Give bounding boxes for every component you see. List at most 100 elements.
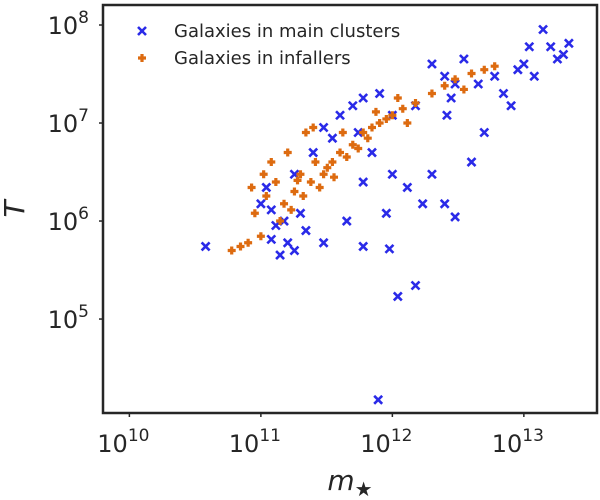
data-point bbox=[440, 81, 449, 90]
data-point bbox=[275, 250, 286, 260]
data-point bbox=[538, 24, 548, 35]
data-point bbox=[467, 69, 476, 78]
data-point bbox=[450, 212, 461, 222]
data-point bbox=[341, 216, 352, 226]
y-tick-label: 107 bbox=[48, 106, 89, 138]
data-point bbox=[374, 88, 385, 99]
legend: Galaxies in main clusters Galaxies in inf… bbox=[137, 21, 400, 69]
data-point bbox=[359, 128, 368, 137]
data-point bbox=[479, 127, 490, 138]
data-point bbox=[393, 93, 402, 102]
data-point bbox=[330, 173, 339, 182]
data-point bbox=[266, 234, 277, 245]
data-point bbox=[417, 198, 428, 209]
data-point bbox=[280, 199, 289, 208]
data-point bbox=[236, 242, 245, 251]
data-point bbox=[392, 291, 403, 302]
data-point bbox=[489, 71, 500, 82]
data-point bbox=[287, 205, 296, 214]
data-point bbox=[290, 187, 299, 196]
data-point bbox=[529, 71, 540, 82]
legend-label: Galaxies in infallers bbox=[174, 48, 351, 69]
data-point bbox=[373, 394, 384, 405]
data-point bbox=[247, 183, 256, 192]
data-point bbox=[427, 59, 437, 69]
legend-marker bbox=[138, 54, 146, 63]
y-tick-labels: 105 106 107 108 bbox=[48, 8, 103, 334]
data-point bbox=[347, 100, 358, 111]
data-point bbox=[446, 93, 457, 103]
y-axis-label: T bbox=[0, 199, 31, 218]
data-point bbox=[466, 157, 477, 167]
y-tick-label: 105 bbox=[48, 302, 89, 334]
data-point bbox=[271, 178, 280, 187]
series-layer bbox=[200, 24, 574, 405]
data-point bbox=[398, 104, 407, 113]
data-point bbox=[262, 192, 271, 201]
data-point bbox=[427, 169, 437, 180]
x-tick-label: 1010 bbox=[97, 426, 149, 458]
data-point bbox=[381, 208, 392, 219]
data-point bbox=[367, 147, 377, 158]
data-point bbox=[328, 158, 337, 167]
data-point bbox=[450, 79, 461, 89]
y-tick-label: 108 bbox=[48, 8, 89, 40]
data-point bbox=[363, 134, 372, 143]
data-point bbox=[319, 170, 328, 179]
data-point bbox=[382, 114, 391, 123]
data-point bbox=[384, 243, 395, 254]
data-point bbox=[439, 71, 450, 82]
data-point bbox=[255, 198, 266, 209]
y-tick-label: 106 bbox=[48, 204, 89, 236]
data-point bbox=[266, 204, 277, 215]
data-point bbox=[267, 158, 276, 167]
data-point bbox=[244, 238, 253, 247]
data-point bbox=[259, 170, 268, 179]
data-point bbox=[403, 119, 412, 128]
data-point bbox=[282, 237, 293, 248]
series-2 bbox=[227, 62, 499, 255]
x-tick-label: 1012 bbox=[360, 426, 412, 458]
data-point bbox=[261, 182, 272, 193]
data-point bbox=[480, 65, 489, 74]
data-point bbox=[327, 133, 338, 144]
data-point bbox=[308, 147, 319, 158]
legend-label: Galaxies in main clusters bbox=[174, 21, 400, 42]
data-point bbox=[342, 153, 351, 162]
data-point bbox=[354, 144, 363, 153]
data-point bbox=[524, 41, 535, 52]
data-point bbox=[458, 54, 469, 64]
data-point bbox=[358, 177, 369, 187]
data-point bbox=[323, 163, 332, 172]
data-point bbox=[296, 170, 305, 179]
data-point bbox=[315, 183, 324, 192]
data-point bbox=[283, 148, 292, 157]
x-axis-label: m★ bbox=[327, 464, 372, 500]
data-point bbox=[402, 182, 413, 193]
data-point bbox=[311, 158, 320, 167]
data-point bbox=[348, 140, 357, 149]
data-point bbox=[250, 209, 259, 218]
data-point bbox=[318, 237, 329, 248]
data-point bbox=[459, 85, 468, 94]
data-point bbox=[410, 280, 421, 291]
data-point bbox=[338, 128, 347, 137]
data-point bbox=[427, 89, 436, 98]
data-point bbox=[545, 41, 556, 52]
data-point bbox=[358, 241, 369, 252]
data-point bbox=[358, 93, 369, 103]
data-point bbox=[490, 62, 499, 71]
data-point bbox=[200, 241, 211, 252]
data-point bbox=[299, 192, 308, 201]
data-point bbox=[301, 128, 310, 137]
data-point bbox=[375, 119, 384, 128]
data-point bbox=[336, 148, 345, 157]
data-point bbox=[293, 176, 302, 185]
x-axis-label-sub: ★ bbox=[355, 477, 373, 500]
data-point bbox=[442, 110, 452, 121]
data-point bbox=[367, 123, 376, 132]
x-tick-label: 1013 bbox=[492, 426, 544, 458]
data-point bbox=[506, 100, 517, 111]
data-point bbox=[335, 110, 345, 121]
